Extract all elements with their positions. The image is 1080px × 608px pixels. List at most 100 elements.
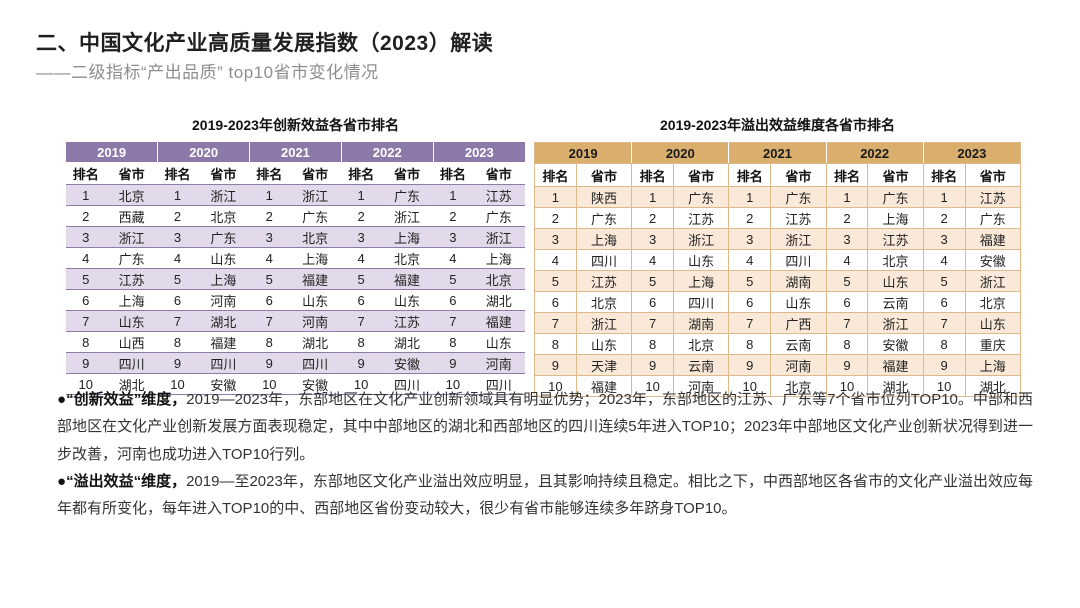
province-cell: 山东: [105, 310, 158, 332]
rank-cell: 3: [433, 226, 473, 248]
province-cell: 江苏: [964, 186, 1022, 208]
rank-cell: 8: [66, 331, 106, 353]
province-cell: 广东: [105, 247, 158, 269]
innovation-ranking-table: 2019 2020 2021 2022 2023 排名 省市 排名 省市 排名 省市 排名 省市 排名 省市…: [66, 142, 525, 395]
rank-cell: 4: [922, 249, 966, 271]
province-cell: 浙江: [867, 312, 924, 334]
note-innovation-body: 2019—2023年，东部地区在文化产业创新领域具有明显优势；2023年，东部地…: [57, 391, 1034, 463]
province-cell: 湖南: [770, 270, 827, 292]
note-spillover-lead: ●“溢出效益“维度，: [57, 472, 187, 490]
table-row: 1 陕西 1 广东 1 广东 1 广东 1 江苏: [534, 186, 1022, 208]
province-cell: 广东: [289, 205, 342, 227]
rank-cell: 4: [341, 247, 381, 269]
province-cell: 湖北: [197, 310, 250, 332]
province-cell: 湖北: [289, 331, 342, 353]
province-cell: 安徽: [197, 373, 250, 395]
rank-cell: 3: [534, 228, 577, 250]
province-cell: 北京: [867, 249, 924, 271]
rank-cell: 2: [341, 205, 381, 227]
rank-column-header: 排名: [157, 162, 198, 185]
rank-cell: 9: [534, 354, 577, 376]
rank-cell: 1: [631, 186, 674, 208]
rank-cell: 3: [157, 226, 198, 248]
rank-column-header: 排名: [631, 163, 674, 187]
rank-cell: 9: [157, 352, 198, 374]
rank-cell: 2: [728, 207, 772, 229]
rank-cell: 2: [157, 205, 198, 227]
rank-cell: 5: [825, 270, 869, 292]
province-cell: 浙江: [380, 205, 434, 227]
rank-cell: 8: [157, 331, 198, 353]
province-cell: 福建: [289, 268, 342, 290]
rank-cell: 10: [631, 375, 674, 397]
province-cell: 湖北: [105, 373, 158, 395]
rank-cell: 3: [249, 226, 290, 248]
rank-cell: 3: [341, 226, 381, 248]
rank-cell: 3: [631, 228, 674, 250]
rank-cell: 2: [534, 207, 577, 229]
year-header-cell: 2021: [728, 142, 827, 164]
rank-cell: 10: [341, 373, 381, 395]
rank-cell: 1: [534, 186, 577, 208]
rank-cell: 8: [631, 333, 674, 355]
rank-cell: 9: [825, 354, 869, 376]
year-header-cell: 2020: [157, 142, 251, 162]
table-row: 8 山西 8 福建 8 湖北 8 湖北 8 山东: [66, 331, 525, 353]
table-row: 1 北京 1 浙江 1 浙江 1 广东 1 江苏: [66, 184, 525, 206]
rank-cell: 2: [249, 205, 290, 227]
province-cell: 四川: [672, 291, 730, 313]
province-cell: 湖北: [867, 375, 924, 397]
spillover-ranking-section: 2019-2023年溢出效益维度各省市排名 2019 2020 2021 2022 20…: [534, 115, 1022, 397]
rank-cell: 4: [249, 247, 290, 269]
rank-cell: 7: [341, 310, 381, 332]
rank-cell: 4: [534, 249, 577, 271]
table-row: 3 浙江 3 广东 3 北京 3 上海 3 浙江: [66, 226, 525, 248]
rank-cell: 1: [728, 186, 772, 208]
rank-column-header: 排名: [249, 162, 290, 185]
province-cell: 浙江: [289, 184, 342, 206]
province-cell: 山东: [197, 247, 250, 269]
province-cell: 重庆: [964, 333, 1022, 355]
province-column-header: 省市: [105, 162, 158, 185]
province-cell: 山东: [472, 331, 525, 353]
rank-cell: 7: [728, 312, 772, 334]
province-cell: 广东: [964, 207, 1022, 229]
province-cell: 安徽: [380, 352, 434, 374]
province-cell: 浙江: [575, 312, 633, 334]
province-cell: 山东: [575, 333, 633, 355]
province-cell: 北京: [289, 226, 342, 248]
year-header-cell: 2020: [631, 142, 730, 164]
rank-column-header: 排名: [728, 163, 772, 187]
rank-cell: 9: [66, 352, 106, 374]
province-cell: 北京: [380, 247, 434, 269]
rank-cell: 2: [631, 207, 674, 229]
table-row: 5 江苏 5 上海 5 湖南 5 山东 5 浙江: [534, 270, 1022, 292]
table-row: 2 广东 2 江苏 2 江苏 2 上海 2 广东: [534, 207, 1022, 229]
province-cell: 广东: [672, 186, 730, 208]
rank-cell: 6: [157, 289, 198, 311]
rank-cell: 5: [341, 268, 381, 290]
rank-cell: 1: [66, 184, 106, 206]
province-cell: 山东: [289, 289, 342, 311]
rank-cell: 5: [728, 270, 772, 292]
province-cell: 浙江: [197, 184, 250, 206]
rank-cell: 8: [825, 333, 869, 355]
rank-cell: 5: [922, 270, 966, 292]
rank-cell: 3: [728, 228, 772, 250]
province-cell: 安徽: [964, 249, 1022, 271]
rank-cell: 2: [66, 205, 106, 227]
rank-cell: 4: [66, 247, 106, 269]
rank-cell: 1: [433, 184, 473, 206]
province-cell: 四川: [380, 373, 434, 395]
rank-column-header: 排名: [922, 163, 966, 187]
rank-cell: 6: [825, 291, 869, 313]
rank-cell: 10: [157, 373, 198, 395]
province-cell: 上海: [672, 270, 730, 292]
province-cell: 山东: [672, 249, 730, 271]
rank-cell: 1: [341, 184, 381, 206]
rank-cell: 10: [249, 373, 290, 395]
rank-cell: 6: [66, 289, 106, 311]
rank-cell: 6: [249, 289, 290, 311]
province-cell: 广东: [197, 226, 250, 248]
rank-cell: 9: [249, 352, 290, 374]
